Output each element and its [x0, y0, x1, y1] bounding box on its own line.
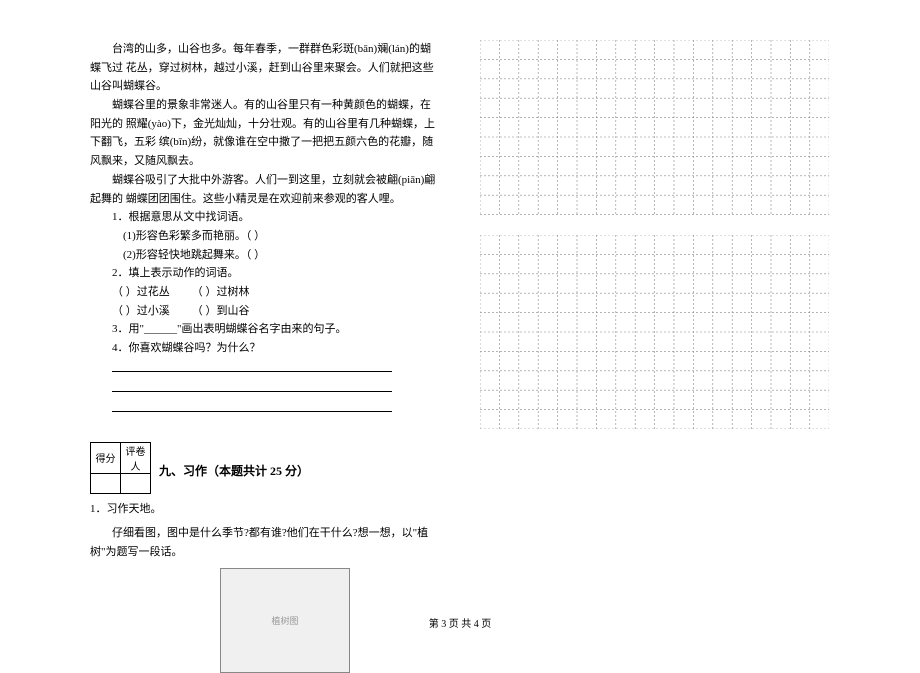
writing-grid-bottom	[480, 235, 830, 429]
q1-title: 1．根据意思从文中找词语。	[112, 208, 440, 227]
q2-row2: （ ）过小溪 （ ）到山谷	[112, 302, 440, 321]
q4: 4．你喜欢蝴蝶谷吗？为什么？	[112, 339, 440, 358]
section9-header: 得分 评卷人 九、习作（本题共计 25 分）	[90, 442, 440, 494]
section9-title: 九、习作（本题共计 25 分）	[159, 442, 309, 479]
score-cell2	[121, 473, 151, 493]
right-column	[460, 0, 920, 650]
answer-line-2	[112, 378, 392, 392]
q2-title: 2．填上表示动作的词语。	[112, 264, 440, 283]
score-table: 得分 评卷人	[90, 442, 151, 494]
q1-sub1: (1)形容色彩繁多而艳丽。（ ）	[123, 227, 440, 246]
s9-q1-text: 仔细看图，图中是什么季节?都有谁?他们在干什么?想一想，以"植树"为题写一段话。	[90, 524, 440, 561]
grid-top-svg	[480, 40, 829, 215]
q2-r2b: （ ）到山谷	[192, 305, 250, 317]
score-col1: 得分	[91, 442, 121, 473]
passage-p1: 台湾的山多，山谷也多。每年春季，一群群色彩斑(bān)斓(lán)的蝴蝶飞过 花…	[90, 40, 440, 96]
score-cell1	[91, 473, 121, 493]
left-column: 台湾的山多，山谷也多。每年春季，一群群色彩斑(bān)斓(lán)的蝴蝶飞过 花…	[0, 0, 460, 650]
q2-row1: （ ）过花丛 （ ）过树林	[112, 283, 440, 302]
answer-line-1	[112, 358, 392, 372]
passage-p2: 蝴蝶谷里的景象非常迷人。有的山谷里只有一种黄颜色的蝴蝶，在阳光的 照耀(yào)…	[90, 96, 440, 171]
answer-line-3	[112, 398, 392, 412]
passage-p3: 蝴蝶谷吸引了大批中外游客。人们一到这里，立刻就会被翩(piān)翩起舞的 蝴蝶团…	[90, 171, 440, 208]
q2-r1b: （ ）过树林	[192, 286, 250, 298]
s9-q1-label: 1．习作天地。	[90, 500, 440, 519]
q3: 3．用"______"画出表明蝴蝶谷名字由来的句子。	[112, 320, 440, 339]
grid-bottom-svg	[480, 235, 829, 429]
q1-sub2: (2)形容轻快地跳起舞来。（ ）	[123, 246, 440, 265]
q2-r2a: （ ）过小溪	[112, 305, 170, 317]
q2-r1a: （ ）过花丛	[112, 286, 170, 298]
page-footer: 第 3 页 共 4 页	[0, 615, 920, 630]
writing-grid-top	[480, 40, 830, 215]
score-col2: 评卷人	[121, 442, 151, 473]
